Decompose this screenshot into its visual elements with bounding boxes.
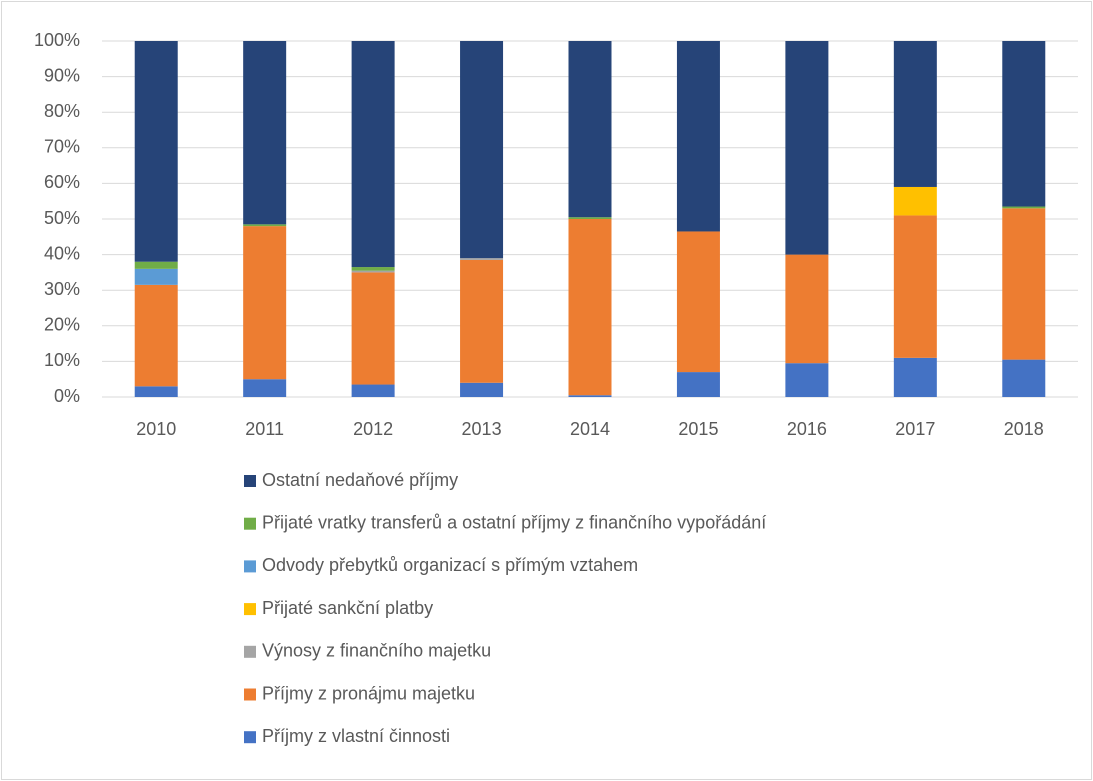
legend-swatch <box>244 560 256 573</box>
x-tick-label: 2012 <box>353 419 393 439</box>
bar-segment <box>134 261 178 269</box>
y-tick-label: 100% <box>34 30 80 50</box>
bar-segment <box>134 284 178 387</box>
bar-segment <box>243 224 287 227</box>
bar-segment <box>893 215 937 358</box>
x-tick-label: 2013 <box>462 419 502 439</box>
legend-swatch <box>244 517 256 530</box>
bar-segment <box>460 382 504 397</box>
bar-segment <box>243 41 287 225</box>
bar-segment <box>568 217 612 219</box>
bar-segment <box>568 41 612 218</box>
bar-segment <box>785 41 829 255</box>
legend-label: Ostatní nedaňové příjmy <box>262 470 458 490</box>
y-tick-label: 30% <box>44 279 80 299</box>
legend-label: Přijaté vratky transferů a ostatní příjm… <box>262 512 766 532</box>
bar-segment <box>460 259 504 383</box>
x-tick-label: 2014 <box>570 419 610 439</box>
legend-swatch <box>244 645 256 658</box>
x-tick-label: 2018 <box>1004 419 1044 439</box>
bar-segment <box>351 270 395 273</box>
x-tick-label: 2015 <box>678 419 718 439</box>
bar-segment <box>1002 41 1046 207</box>
y-tick-label: 90% <box>44 65 80 85</box>
bar-segment <box>1002 208 1046 360</box>
bar-segment <box>134 41 178 262</box>
legend-label: Příjmy z vlastní činnosti <box>262 726 450 746</box>
bar-segment <box>351 384 395 397</box>
legend-label: Odvody přebytků organizací s přímým vzta… <box>262 555 638 575</box>
x-tick-label: 2017 <box>895 419 935 439</box>
x-tick-label: 2011 <box>245 419 284 439</box>
bar-segment <box>568 395 612 397</box>
bar-segment <box>460 258 504 260</box>
y-tick-label: 70% <box>44 137 80 157</box>
bar-segment <box>134 386 178 397</box>
bar-segment <box>243 379 287 397</box>
bar-segment <box>676 372 720 397</box>
bar-segment <box>1002 359 1046 397</box>
legend-label: Výnosy z finančního majetku <box>262 641 491 661</box>
bar-segment <box>785 254 829 364</box>
bar-segment <box>893 186 937 216</box>
bar-segment <box>568 219 612 396</box>
legend-swatch <box>244 688 256 701</box>
legend-swatch <box>244 731 256 744</box>
legend-label: Příjmy z pronájmu majetku <box>262 683 475 703</box>
bar-segment <box>243 226 287 380</box>
legend-swatch <box>244 475 256 487</box>
y-tick-label: 50% <box>44 208 80 228</box>
y-tick-label: 20% <box>44 315 80 335</box>
bar-segment <box>134 268 178 285</box>
bar-segment <box>893 41 937 187</box>
bar-segment <box>785 363 829 397</box>
y-tick-label: 60% <box>44 172 80 192</box>
x-tick-label: 2016 <box>787 419 827 439</box>
y-tick-label: 0% <box>54 386 80 406</box>
bar-segment <box>676 41 720 232</box>
bar-segment <box>351 267 395 271</box>
bar-segment <box>460 41 504 259</box>
bar-segment <box>351 41 395 268</box>
bar-segment <box>676 231 720 373</box>
legend-label: Přijaté sankční platby <box>262 598 433 618</box>
y-tick-label: 40% <box>44 243 80 263</box>
x-tick-label: 2010 <box>136 419 176 439</box>
bar-segment <box>351 272 395 385</box>
legend-swatch <box>244 603 256 616</box>
y-tick-label: 80% <box>44 101 80 121</box>
y-tick-label: 10% <box>44 350 80 370</box>
bar-segment <box>1002 206 1046 209</box>
bar-segment <box>893 357 937 397</box>
